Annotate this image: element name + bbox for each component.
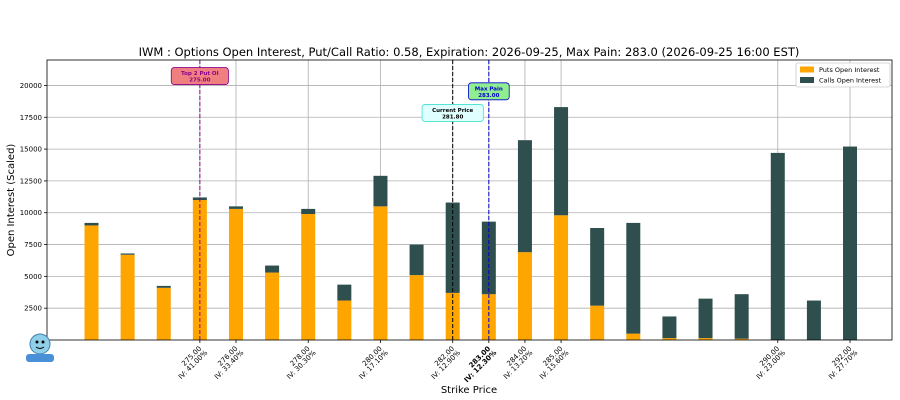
put-oi-bar bbox=[698, 338, 713, 340]
annotation-value: 283.00 bbox=[478, 93, 499, 99]
put-oi-bar bbox=[445, 292, 460, 340]
y-axis-label: Open Interest (Scaled) bbox=[6, 144, 17, 257]
put-oi-bar bbox=[517, 252, 532, 340]
call-oi-bar bbox=[554, 107, 569, 216]
logo-icon bbox=[26, 333, 54, 362]
put-oi-bar bbox=[626, 333, 641, 340]
legend-swatch-calls bbox=[800, 77, 814, 83]
put-oi-bar bbox=[120, 254, 135, 340]
call-oi-bar bbox=[120, 253, 135, 255]
put-oi-bar bbox=[228, 208, 243, 340]
call-oi-bar bbox=[228, 206, 243, 209]
legend-swatch-puts bbox=[800, 66, 814, 73]
put-oi-bar bbox=[84, 225, 99, 340]
legend-label-puts: Puts Open Interest bbox=[819, 66, 880, 74]
put-oi-bar bbox=[554, 215, 569, 340]
y-tick-label: 10000 bbox=[20, 209, 42, 217]
plot-frame bbox=[46, 59, 893, 341]
legend-label-calls: Calls Open Interest bbox=[819, 77, 882, 85]
call-oi-bar bbox=[301, 208, 316, 214]
put-oi-bar bbox=[590, 305, 605, 340]
put-oi-bar bbox=[373, 206, 388, 340]
y-tick-label: 5000 bbox=[24, 273, 42, 281]
annotation-box bbox=[421, 104, 484, 122]
legend-box bbox=[795, 62, 891, 88]
x-axis-label: Strike Price bbox=[441, 385, 497, 396]
put-oi-bar bbox=[409, 275, 424, 340]
annotation-box bbox=[468, 82, 510, 101]
call-oi-bar bbox=[517, 140, 532, 253]
annotation-box bbox=[170, 67, 229, 85]
put-oi-bar bbox=[301, 214, 316, 340]
annotation-value: 275.00 bbox=[189, 78, 210, 84]
y-tick-label: 12500 bbox=[20, 177, 42, 185]
y-tick-label: 2500 bbox=[24, 305, 42, 313]
call-oi-bar bbox=[734, 294, 749, 339]
call-oi-bar bbox=[265, 265, 280, 273]
put-oi-bar bbox=[662, 338, 677, 340]
y-tick-label: 7500 bbox=[24, 241, 42, 249]
put-oi-bar bbox=[156, 287, 171, 340]
annotation-value: 281.80 bbox=[442, 114, 463, 120]
call-oi-bar bbox=[806, 300, 821, 340]
call-oi-bar bbox=[409, 244, 424, 276]
annotation-label: Current Price bbox=[432, 108, 473, 114]
call-oi-bar bbox=[156, 285, 171, 288]
y-tick-label: 17500 bbox=[20, 114, 42, 122]
call-oi-bar bbox=[590, 228, 605, 306]
call-oi-bar bbox=[843, 146, 858, 340]
y-axis-ticks: 2500 5000 7500 10000 12500 15000 17500 20000 bbox=[20, 82, 47, 313]
y-tick-label: 20000 bbox=[20, 82, 42, 90]
bars bbox=[84, 107, 858, 340]
call-oi-bar bbox=[481, 221, 496, 295]
put-oi-bar bbox=[337, 300, 352, 340]
call-oi-bar bbox=[373, 175, 388, 207]
grid-lines bbox=[47, 60, 892, 340]
call-oi-bar bbox=[626, 222, 641, 334]
call-oi-bar bbox=[84, 222, 99, 226]
put-oi-bar bbox=[734, 338, 749, 340]
call-oi-bar bbox=[337, 284, 352, 301]
put-oi-bar bbox=[265, 272, 280, 340]
put-oi-bar bbox=[481, 294, 496, 340]
annotation-label: Max Pain bbox=[475, 86, 503, 92]
y-tick-label: 15000 bbox=[20, 146, 42, 154]
legend: Puts Open Interest Calls Open Interest bbox=[795, 62, 891, 88]
call-oi-bar bbox=[698, 298, 713, 339]
annotation-label: Top 2 Put OI bbox=[181, 71, 219, 77]
call-oi-bar bbox=[770, 152, 785, 340]
call-oi-bar bbox=[662, 316, 677, 339]
chart-title: IWM : Options Open Interest, Put/Call Ra… bbox=[139, 45, 800, 59]
